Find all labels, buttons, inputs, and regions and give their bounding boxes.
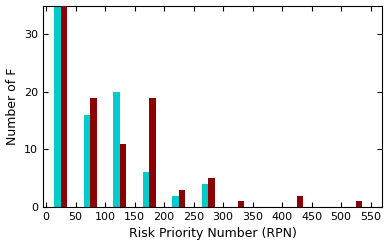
Bar [90,98,97,207]
Y-axis label: Number of F: Number of F [5,68,19,145]
Bar [238,201,244,207]
Bar [356,201,362,207]
Bar [54,6,61,207]
Bar [143,172,149,207]
Bar [84,115,90,207]
Bar [61,6,67,207]
Bar [202,184,208,207]
Bar [113,92,120,207]
Bar [172,196,179,207]
Bar [149,98,156,207]
Bar [120,144,126,207]
Bar [208,178,215,207]
X-axis label: Risk Priority Number (RPN): Risk Priority Number (RPN) [129,228,297,240]
Bar [179,190,185,207]
Bar [297,196,303,207]
